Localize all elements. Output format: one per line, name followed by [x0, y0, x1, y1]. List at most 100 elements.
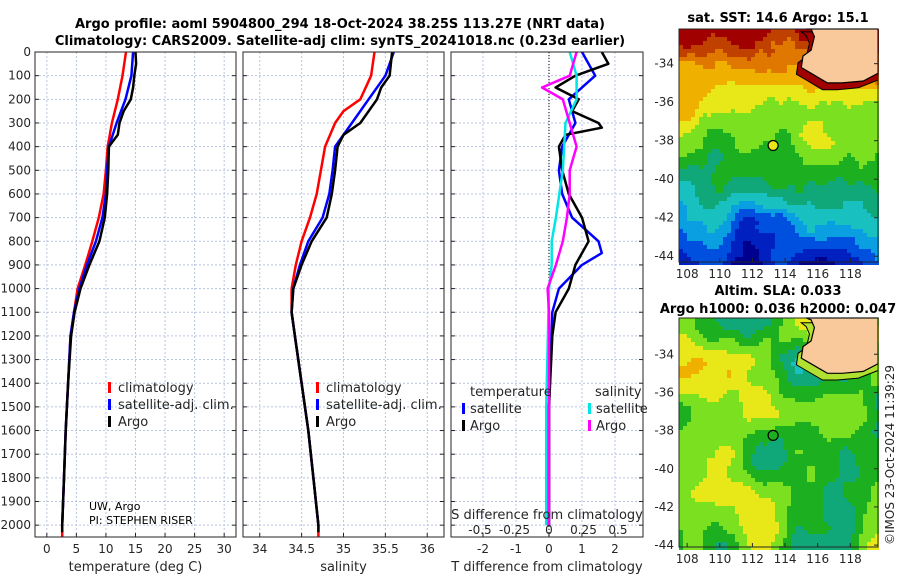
legend-label: satellite-adj. clim.: [118, 398, 234, 413]
x-tick-label: 30: [217, 542, 232, 556]
lon-tick-label: 110: [708, 267, 731, 281]
sla-map-title-2: Argo h1000: 0.036 h2000: 0.047: [660, 302, 896, 317]
lat-tick-label: -34: [654, 347, 674, 361]
depth-tick-label: 1200: [0, 329, 31, 343]
depth-tick-label: 500: [8, 163, 31, 177]
legend-title-salinity: salinity: [595, 385, 642, 400]
legend-label: satellite-adj. clim.: [326, 398, 442, 413]
series-line-t-argo: [547, 51, 610, 526]
x-tick-label: 20: [157, 542, 172, 556]
axes-frame: [450, 51, 644, 538]
lat-tick-label: -36: [654, 385, 674, 399]
legend-swatch: [316, 382, 319, 393]
x-tick-label: 0: [545, 542, 553, 556]
s-tick-label: 0.5: [608, 523, 627, 537]
x-tick-label: 1: [578, 542, 586, 556]
depth-tick-label: 1500: [0, 400, 31, 414]
lon-tick-label: 108: [676, 552, 699, 566]
depth-tick-label: 100: [8, 69, 31, 83]
depth-tick-label: 400: [8, 140, 31, 154]
depth-tick-label: 1800: [0, 471, 31, 485]
series-line-argo: [290, 51, 394, 533]
argo-position-marker: [767, 139, 779, 152]
x-axis-label: temperature (deg C): [69, 560, 203, 575]
x-tick-label: 10: [98, 542, 113, 556]
x-tick-label: 25: [187, 542, 202, 556]
title-line-1: Argo profile: aoml 5904800_294 18-Oct-20…: [75, 17, 605, 32]
legend-label: Argo: [118, 415, 148, 430]
x-tick-label: 35.5: [372, 542, 399, 556]
depth-tick-label: 700: [8, 211, 31, 225]
s-tick-label: 0: [545, 523, 553, 537]
s-tick-label: 0.25: [570, 523, 597, 537]
depth-tick-label: 600: [8, 187, 31, 201]
legend-swatch: [316, 416, 319, 427]
depth-tick-label: 200: [8, 92, 31, 106]
lon-tick-label: 118: [839, 267, 862, 281]
lat-tick-label: -44: [654, 249, 674, 263]
depth-tick-label: 1700: [0, 447, 31, 461]
lon-tick-label: 114: [774, 267, 797, 281]
x-tick-label: 0: [43, 542, 51, 556]
map-frame: [678, 317, 879, 548]
lat-tick-label: -40: [654, 462, 674, 476]
depth-tick-label: 2000: [0, 518, 31, 532]
lat-tick-label: -34: [654, 57, 674, 71]
lat-tick-label: -38: [654, 424, 674, 438]
lon-tick-label: 112: [741, 552, 764, 566]
lon-tick-label: 114: [774, 552, 797, 566]
depth-tick-label: 1000: [0, 282, 31, 296]
lat-tick-label: -42: [654, 211, 674, 225]
legend-swatch: [316, 399, 319, 410]
x-tick-label: 36: [420, 542, 435, 556]
x-tick-label: 2: [611, 542, 619, 556]
legend-swatch: [462, 403, 465, 414]
legend-label: Argo: [326, 415, 356, 430]
depth-tick-label: 800: [8, 234, 31, 248]
s-tick-label: -0.5: [468, 523, 491, 537]
legend-title-temperature: temperature: [470, 385, 552, 400]
temperature-panel: 0100200300400500600700800900100011001200…: [0, 45, 237, 575]
legend-label: climatology: [326, 381, 402, 396]
x-axis-label: salinity: [320, 560, 367, 575]
legend-label: Argo: [596, 419, 626, 434]
series-line-argo: [60, 51, 138, 533]
s-axis-label: S difference from climatology: [451, 508, 643, 523]
depth-tick-label: 0: [23, 45, 31, 59]
legend-swatch: [588, 403, 591, 414]
argo-position-marker: [767, 429, 779, 441]
axes-frame: [242, 51, 445, 538]
legend-label: Argo: [470, 419, 500, 434]
x-axis-label: T difference from climatology: [450, 560, 643, 575]
legend-label: climatology: [118, 381, 194, 396]
title-line-2: Climatology: CARS2009. Satellite-adj cli…: [55, 34, 625, 49]
lat-tick-label: -44: [654, 538, 674, 552]
legend-swatch: [108, 416, 111, 427]
lon-tick-label: 110: [708, 552, 731, 566]
legend-swatch: [108, 382, 111, 393]
x-tick-label: 34.5: [288, 542, 315, 556]
axes-frame: [34, 51, 237, 538]
depth-tick-label: 1100: [0, 305, 31, 319]
lat-tick-label: -36: [654, 95, 674, 109]
lon-tick-label: 112: [741, 267, 764, 281]
credit-line-1: UW, Argo: [89, 500, 141, 513]
x-tick-label: -1: [510, 542, 522, 556]
x-tick-label: 15: [128, 542, 143, 556]
series-line-t-satellite: [547, 51, 604, 526]
depth-tick-label: 900: [8, 258, 31, 272]
depth-tick-label: 1600: [0, 424, 31, 438]
credit-line-2: PI: STEPHEN RISER: [89, 514, 193, 527]
x-tick-label: -2: [477, 542, 489, 556]
lon-tick-label: 116: [806, 267, 829, 281]
legend-swatch: [588, 420, 591, 431]
x-tick-label: 35: [336, 542, 351, 556]
salinity-panel: 34 34.5 35 35.5 36 salinity climatology satelli…: [242, 51, 445, 575]
lon-tick-label: 116: [806, 552, 829, 566]
series-line-s-argo: [540, 51, 578, 526]
depth-tick-label: 1400: [0, 376, 31, 390]
lat-tick-label: -42: [654, 500, 674, 514]
